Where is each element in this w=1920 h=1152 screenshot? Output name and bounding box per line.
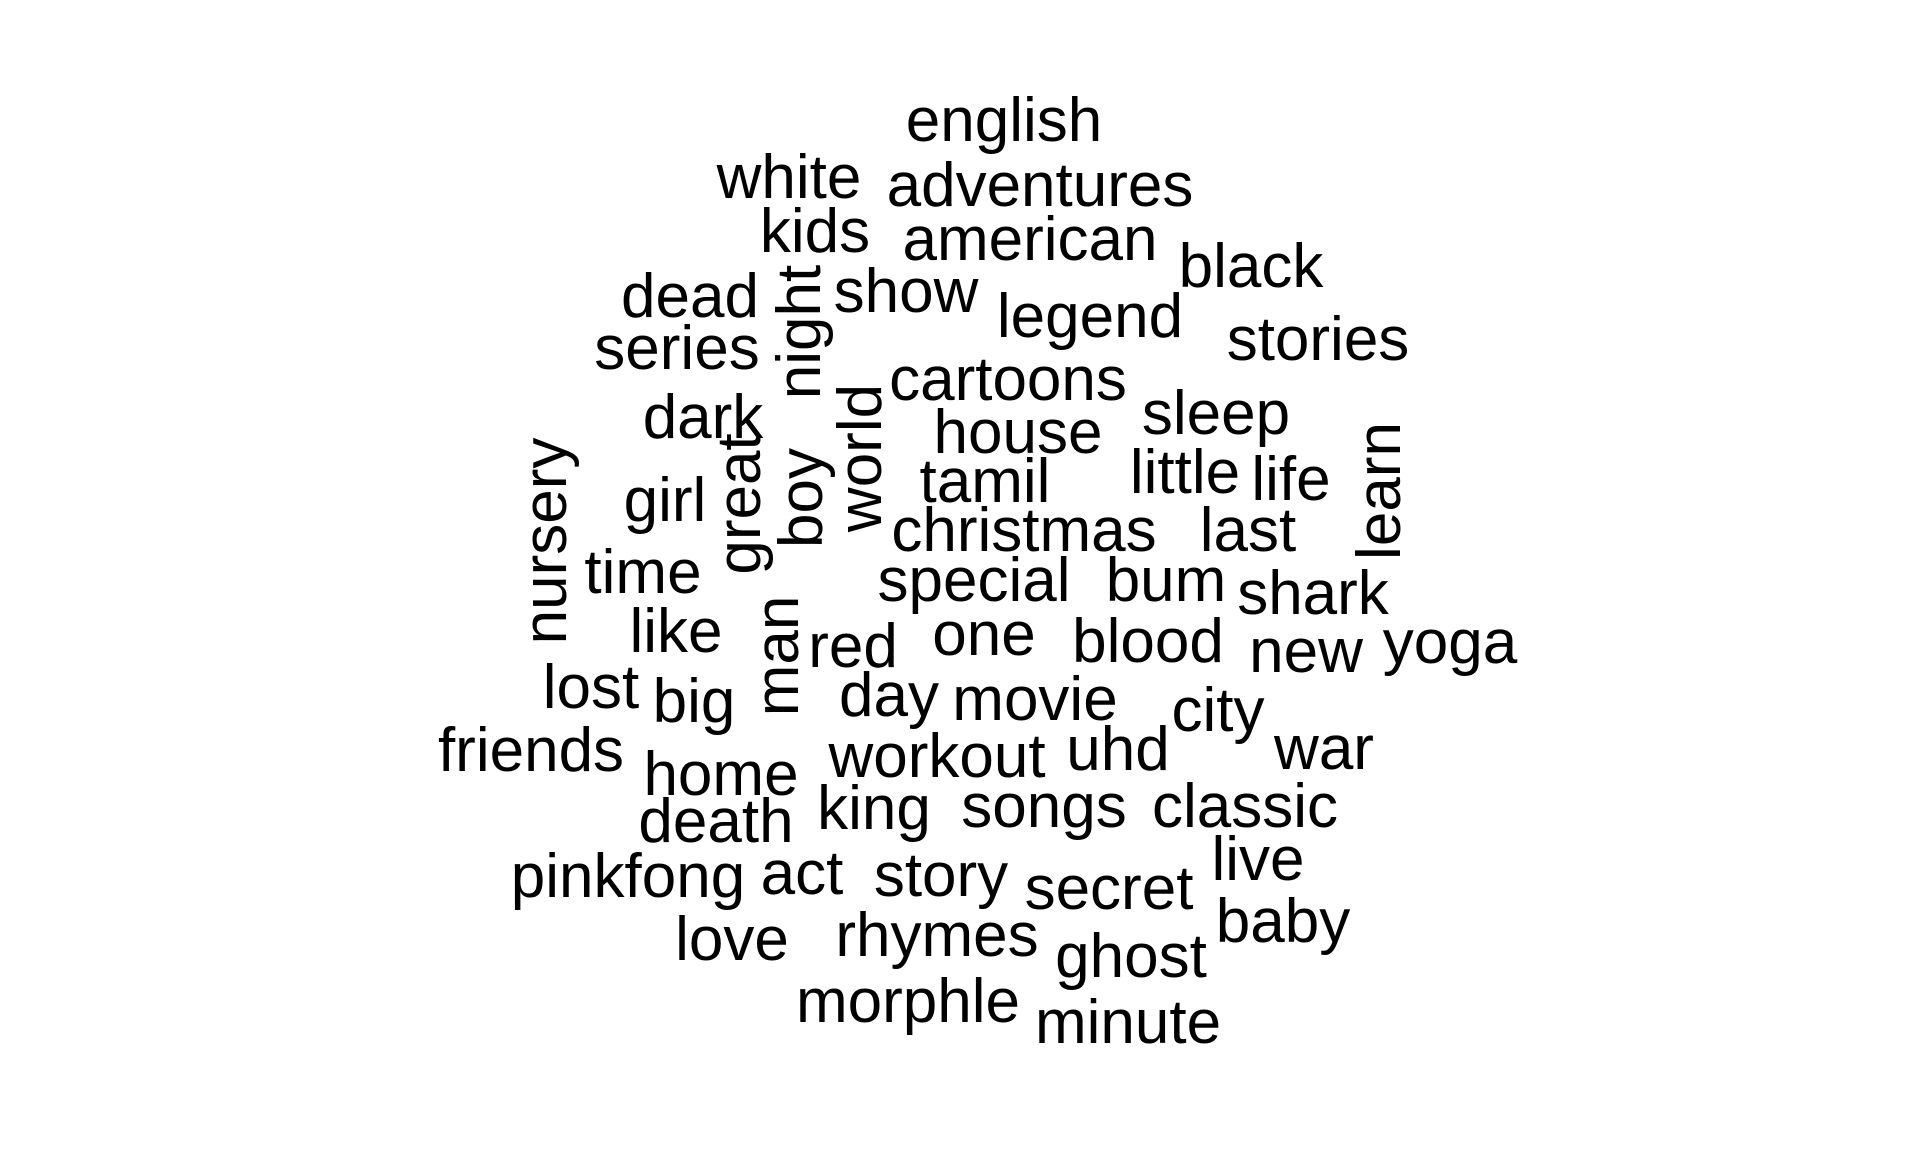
word-american: american [902,205,1158,274]
word-pinkfong: pinkfong [510,842,746,911]
word-act: act [760,839,844,908]
word-uhd: uhd [1066,715,1170,784]
word-movie: movie [952,665,1118,734]
word-series: series [594,314,760,383]
word-morphle: morphle [796,967,1020,1036]
word-like: like [629,597,723,666]
word-adventures: adventures [886,151,1194,220]
word-world: world [826,383,895,533]
word-man: man [743,595,812,717]
word-red: red [808,612,898,681]
word-secret: secret [1024,854,1194,923]
word-stories: stories [1226,305,1410,374]
word-dead: dead [621,262,759,331]
word-war: war [1274,714,1374,783]
word-minute: minute [1034,988,1222,1057]
word-one: one [932,600,1036,669]
word-white: white [716,143,862,212]
word-girl: girl [623,466,707,535]
word-shark: shark [1237,559,1389,628]
word-lost: lost [542,653,640,722]
word-kids: kids [759,197,871,266]
word-yoga: yoga [1382,608,1518,677]
word-blood: blood [1072,607,1224,676]
word-english: english [905,86,1103,155]
word-nursery: nursery [511,437,580,645]
word-special: special [877,546,1071,615]
word-big: big [652,667,736,736]
word-bum: bum [1105,546,1227,615]
word-life: life [1251,445,1331,514]
word-learn: learn [1345,422,1414,560]
word-dark: dark [642,383,764,452]
word-night: night [765,264,834,400]
word-love: love [675,905,789,974]
word-great: great [705,433,774,575]
word-death: death [638,787,794,856]
word-black: black [1178,232,1324,301]
word-city: city [1171,676,1265,745]
word-home: home [643,740,799,809]
word-workout: workout [828,722,1046,791]
word-rhymes: rhymes [835,901,1039,970]
word-boy: boy [767,448,836,548]
word-house: house [933,398,1103,467]
word-little: little [1129,438,1241,507]
word-sleep: sleep [1141,379,1291,448]
word-last: last [1199,496,1297,565]
word-baby: baby [1215,887,1351,956]
word-classic: classic [1151,772,1339,841]
word-songs: songs [961,772,1127,841]
word-story: story [873,841,1009,910]
word-christmas: christmas [891,496,1157,565]
word-king: king [817,774,931,843]
word-live: live [1211,825,1305,894]
word-new: new [1249,617,1363,686]
word-legend: legend [996,282,1184,351]
word-friends: friends [437,716,625,785]
word-show: show [833,257,979,326]
word-ghost: ghost [1055,922,1207,991]
word-time: time [584,538,702,607]
word-tamil: tamil [919,447,1051,516]
word-cartoons: cartoons [889,345,1127,414]
word-day: day [839,661,939,730]
